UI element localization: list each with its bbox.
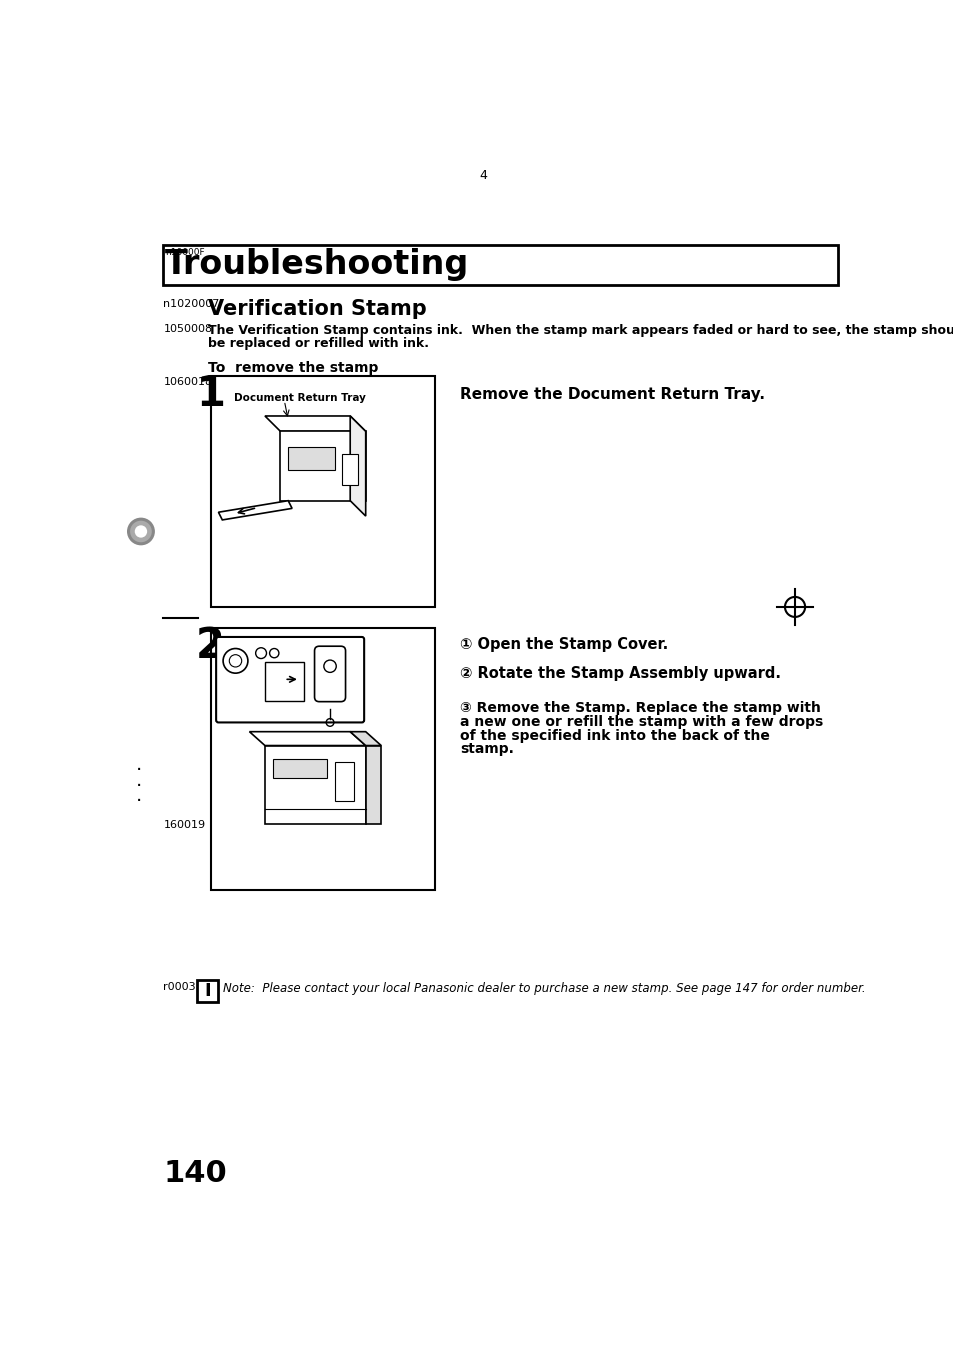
Text: 1: 1 bbox=[195, 372, 225, 415]
Bar bbox=[196, 981, 218, 1002]
Text: n10000F: n10000F bbox=[165, 248, 204, 258]
Text: 4: 4 bbox=[479, 169, 487, 182]
Text: 1050008: 1050008 bbox=[163, 324, 213, 333]
Text: I: I bbox=[204, 982, 211, 1000]
FancyBboxPatch shape bbox=[216, 637, 364, 723]
Bar bbox=[265, 662, 303, 701]
Text: r0003: r0003 bbox=[163, 982, 196, 992]
Text: The Verification Stamp contains ink.  When the stamp mark appears faded or hard : The Verification Stamp contains ink. Whe… bbox=[208, 324, 953, 337]
Text: 1060018: 1060018 bbox=[163, 378, 213, 387]
Text: Troubleshooting: Troubleshooting bbox=[165, 248, 469, 281]
Polygon shape bbox=[265, 746, 365, 824]
Bar bbox=[342, 455, 357, 486]
Circle shape bbox=[130, 521, 152, 542]
Text: a new one or refill the stamp with a few drops: a new one or refill the stamp with a few… bbox=[459, 715, 822, 728]
Text: Note:  Please contact your local Panasonic dealer to purchase a new stamp. See p: Note: Please contact your local Panasoni… bbox=[223, 982, 864, 996]
Text: Verification Stamp: Verification Stamp bbox=[208, 299, 427, 318]
Text: 140: 140 bbox=[163, 1159, 227, 1188]
Polygon shape bbox=[280, 432, 365, 500]
Polygon shape bbox=[249, 731, 365, 746]
Text: be replaced or refilled with ink.: be replaced or refilled with ink. bbox=[208, 337, 429, 351]
Text: .: . bbox=[135, 755, 142, 774]
Text: To  remove the stamp: To remove the stamp bbox=[208, 360, 378, 375]
Text: n1020007: n1020007 bbox=[163, 299, 219, 309]
Bar bbox=[211, 627, 435, 889]
Bar bbox=[211, 376, 435, 607]
FancyBboxPatch shape bbox=[314, 646, 345, 701]
Polygon shape bbox=[365, 746, 381, 824]
Polygon shape bbox=[218, 500, 292, 519]
Text: .: . bbox=[135, 770, 142, 789]
Text: 2: 2 bbox=[195, 625, 225, 666]
Bar bbox=[163, 246, 837, 285]
Polygon shape bbox=[350, 415, 365, 517]
Circle shape bbox=[134, 525, 147, 538]
Text: ③ Remove the Stamp. Replace the stamp with: ③ Remove the Stamp. Replace the stamp wi… bbox=[459, 701, 821, 715]
Polygon shape bbox=[350, 731, 381, 746]
Text: Document Return Tray: Document Return Tray bbox=[233, 393, 365, 403]
Text: ① Open the Stamp Cover.: ① Open the Stamp Cover. bbox=[459, 637, 668, 652]
Bar bbox=[273, 758, 327, 778]
Bar bbox=[335, 762, 354, 801]
Polygon shape bbox=[265, 415, 365, 432]
Circle shape bbox=[127, 518, 154, 545]
Bar bbox=[288, 447, 335, 469]
Text: ② Rotate the Stamp Assembly upward.: ② Rotate the Stamp Assembly upward. bbox=[459, 666, 781, 681]
Text: .: . bbox=[135, 786, 142, 805]
Text: 160019: 160019 bbox=[163, 820, 205, 830]
Text: of the specified ink into the back of the: of the specified ink into the back of th… bbox=[459, 728, 769, 742]
Text: Remove the Document Return Tray.: Remove the Document Return Tray. bbox=[459, 387, 764, 402]
Text: stamp.: stamp. bbox=[459, 742, 514, 757]
